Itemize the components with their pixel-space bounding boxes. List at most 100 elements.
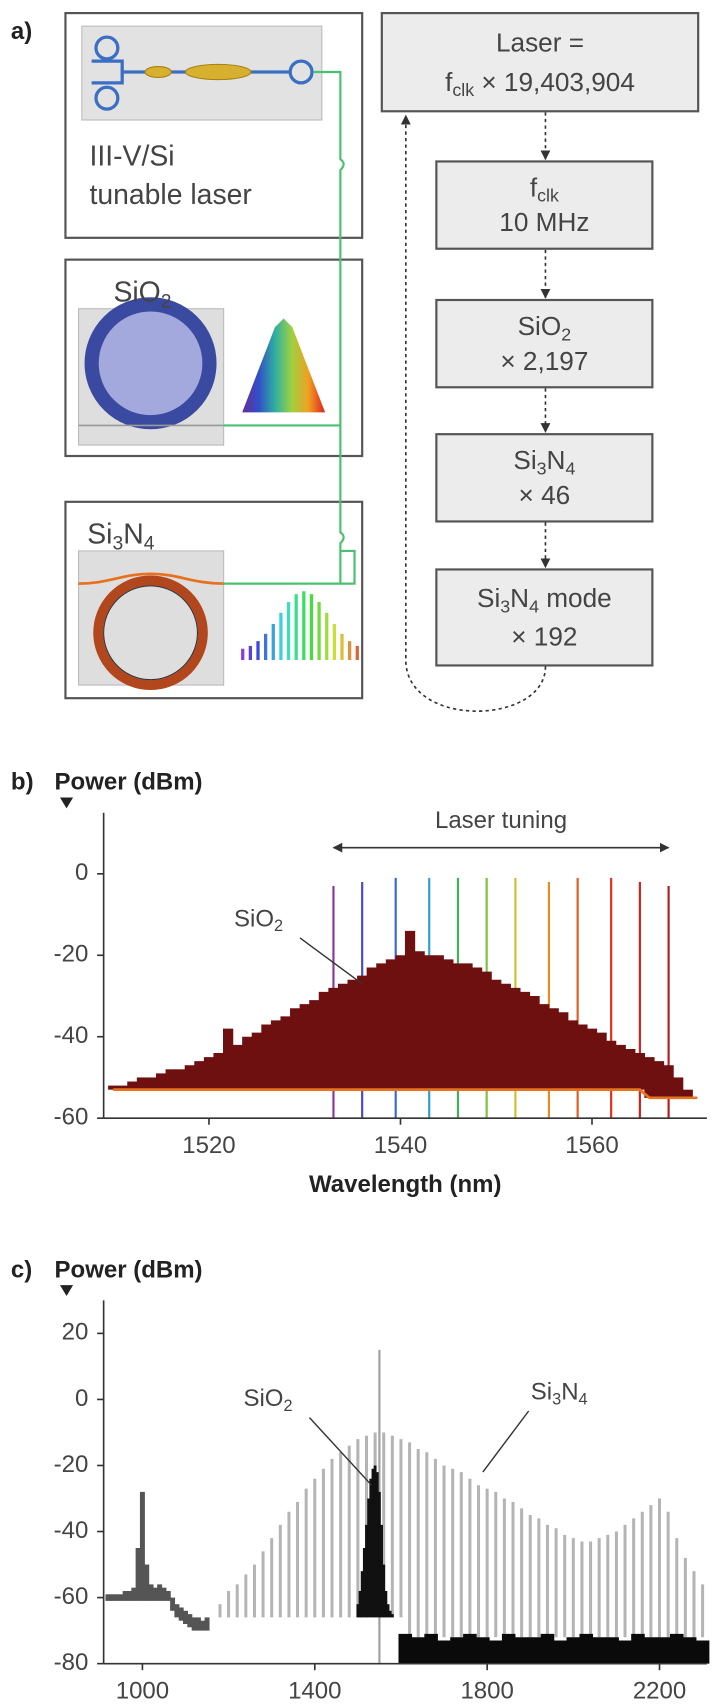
- ring: [94, 35, 120, 61]
- chart: c)Power (dBm)Wavelength (nm)200-20-40-60…: [11, 1256, 710, 1704]
- annotation-leader: [299, 937, 363, 985]
- x-tick-label: 1400: [288, 1677, 341, 1704]
- x-tick-label: 1540: [374, 1132, 427, 1159]
- subscript: 2: [561, 324, 571, 344]
- subscript: 2: [161, 292, 172, 313]
- y-tick-label: 0: [75, 1385, 88, 1412]
- text-part: SiO: [518, 311, 562, 341]
- y-tick-label: 20: [62, 1319, 89, 1346]
- chain-box: [435, 160, 654, 250]
- panel-label: a): [11, 18, 32, 45]
- text-part: SiO: [243, 1386, 283, 1413]
- annotation-leader: [482, 1410, 530, 1473]
- chain-text: fclk: [530, 172, 559, 205]
- text-part: Si: [87, 519, 112, 551]
- chain-text: Laser =: [496, 27, 584, 57]
- waveguide: [78, 572, 224, 585]
- chain-text: Si3N4: [513, 445, 575, 478]
- annotation-leader: [308, 1417, 373, 1486]
- x-tick-label: 1560: [565, 1132, 618, 1159]
- subscript: clk: [537, 185, 559, 205]
- y-tick-label: -20: [54, 1451, 89, 1478]
- section: [144, 66, 172, 78]
- chain-text: fclk × 19,403,904: [445, 67, 635, 100]
- y-tick-label: -80: [54, 1649, 89, 1676]
- x-tick-label: 1520: [182, 1132, 235, 1159]
- text-part: mode: [539, 583, 612, 613]
- comb-bar: [325, 612, 329, 660]
- chart: b) Power (dBm) Wavelength (nm) 0 -20 -40 -60 15…: [11, 769, 707, 1198]
- comb-bar: [294, 594, 298, 660]
- subscript: clk: [452, 80, 474, 100]
- laser-label: III-V/Si: [89, 141, 174, 173]
- chain-box: [380, 12, 700, 113]
- subscript: 3: [112, 534, 123, 555]
- text-part: N: [510, 583, 529, 613]
- comb-icon: [241, 591, 359, 660]
- comb-bar: [286, 602, 291, 660]
- x-axis-label: Wavelength (nm): [309, 1171, 501, 1198]
- chain-arrows: [400, 112, 551, 712]
- chain-box: [435, 568, 654, 667]
- x-tick-label: 2200: [633, 1677, 686, 1704]
- y-tick-label: -20: [54, 941, 89, 968]
- chain-text: × 2,197: [500, 346, 588, 376]
- comb-bar: [332, 624, 336, 660]
- resonator-edge: [103, 585, 198, 681]
- comb-bar: [317, 602, 321, 660]
- comb-bar: [279, 612, 283, 660]
- text-part: N: [123, 519, 143, 551]
- section: [184, 63, 252, 81]
- comb-icon: [242, 318, 326, 413]
- subscript: 2: [274, 918, 283, 936]
- annotation: Laser tuning: [435, 807, 567, 834]
- subscript: 4: [144, 534, 155, 555]
- axis-arrow: [60, 797, 74, 809]
- chain-text: × 46: [519, 480, 571, 510]
- subscript: 3: [537, 458, 547, 478]
- axis-arrow: [60, 1285, 74, 1296]
- comb-bar: [355, 645, 359, 660]
- chain-text: × 192: [511, 621, 577, 651]
- resonator: [84, 297, 217, 430]
- laser-label: tunable laser: [89, 179, 251, 211]
- text-part: Si: [477, 583, 500, 613]
- text-part: Si: [513, 445, 536, 475]
- subscript: 3: [552, 1391, 561, 1409]
- panel-label: c): [11, 1256, 32, 1283]
- chain-box: [435, 298, 654, 389]
- subscript: 4: [579, 1391, 588, 1409]
- text-part: SiO: [113, 277, 160, 309]
- comb-bar: [264, 633, 268, 660]
- y-axis-label: Power (dBm): [55, 1256, 203, 1283]
- comb-bar: [348, 641, 352, 660]
- annotation: Si3N4: [531, 1379, 588, 1409]
- feedback-arrow: [400, 114, 547, 712]
- x-tick-label: 1800: [460, 1677, 513, 1704]
- sio2-title: SiO2: [113, 277, 171, 313]
- y-tick-label: -60: [54, 1104, 89, 1131]
- y-tick-label: -60: [54, 1583, 89, 1610]
- ring: [94, 85, 120, 111]
- comb-bar: [271, 624, 275, 660]
- y-axis-label: Power (dBm): [55, 769, 203, 796]
- comb-bar: [256, 641, 260, 660]
- comb-bar: [248, 645, 252, 660]
- resonator: [93, 575, 208, 690]
- spectrum-floor: [113, 1088, 698, 1100]
- x-tick-label: 1000: [116, 1677, 169, 1704]
- laser-box: III-V/Si tunable laser: [64, 11, 364, 239]
- subscript: 4: [529, 596, 539, 616]
- chain-text: 10 MHz: [499, 207, 589, 237]
- annotation: SiO2: [234, 906, 283, 936]
- loop-mirror: [288, 59, 314, 85]
- chain-box: [435, 433, 654, 523]
- text-part: N: [547, 445, 566, 475]
- y-tick-label: 0: [75, 859, 88, 886]
- y-tick-label: -40: [54, 1022, 89, 1049]
- chain-text: SiO2: [518, 311, 572, 344]
- comb-bar: [340, 633, 344, 660]
- text-part: N: [561, 1379, 578, 1406]
